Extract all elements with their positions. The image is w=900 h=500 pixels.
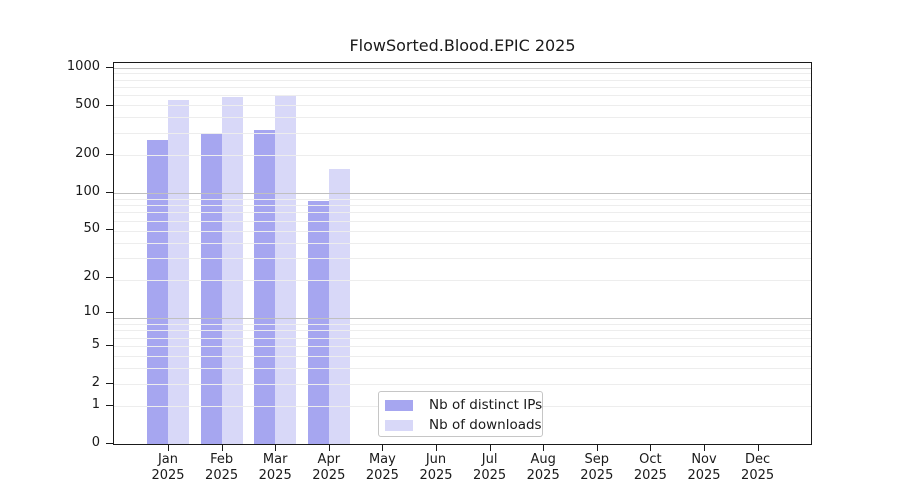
gridline-minor xyxy=(114,105,811,107)
gridline-minor xyxy=(114,323,811,325)
y-axis-tick xyxy=(106,229,113,230)
gridline-minor xyxy=(114,133,811,135)
y-axis-tick xyxy=(106,67,113,68)
x-axis-tick xyxy=(168,445,169,451)
legend-label-distinct-ips: Nb of distinct IPs xyxy=(429,397,543,413)
bar-downloads xyxy=(275,95,297,444)
legend: Nb of distinct IPs Nb of downloads xyxy=(378,391,543,437)
y-axis-tick-label: 0 xyxy=(91,435,100,450)
x-axis-tick xyxy=(382,445,384,451)
bar-distinct-ips xyxy=(200,133,222,444)
gridline-minor xyxy=(114,330,811,332)
x-axis-tick-label: Jan 2025 xyxy=(151,452,185,483)
x-axis-tick xyxy=(436,445,437,451)
chart-title: FlowSorted.Blood.EPIC 2025 xyxy=(349,36,576,55)
y-axis-tick-label: 2 xyxy=(91,375,100,391)
y-axis-tick xyxy=(106,154,113,156)
gridline-minor xyxy=(114,242,811,244)
gridline-minor xyxy=(114,212,811,214)
gridline-minor xyxy=(114,230,811,232)
x-axis-tick-label: Sep 2025 xyxy=(580,452,614,483)
x-axis-tick-label: Dec 2025 xyxy=(741,452,775,483)
y-axis-tick xyxy=(106,443,113,444)
gridline-minor xyxy=(114,337,811,339)
gridline-minor xyxy=(114,73,811,75)
y-axis-tick-label: 100 xyxy=(75,183,100,199)
x-axis-tick xyxy=(543,445,545,451)
legend-label-downloads: Nb of downloads xyxy=(429,417,542,433)
gridline-major xyxy=(114,67,811,69)
bar-downloads xyxy=(328,169,350,444)
x-axis-tick-label: Oct 2025 xyxy=(633,452,667,483)
x-axis-tick xyxy=(328,445,330,451)
y-axis-tick-label: 1000 xyxy=(66,59,100,74)
bar-distinct-ips xyxy=(147,140,168,444)
x-axis-tick-label: Jun 2025 xyxy=(419,452,453,483)
gridline-minor xyxy=(114,79,811,81)
gridline-minor xyxy=(114,368,811,370)
x-axis-tick-label: Mar 2025 xyxy=(258,452,292,483)
x-axis-tick xyxy=(650,445,652,451)
x-axis-tick xyxy=(704,445,705,451)
gridline-major xyxy=(114,318,811,320)
gridline-minor xyxy=(114,155,811,157)
gridline-minor xyxy=(114,95,811,97)
y-axis-tick xyxy=(106,277,113,279)
plot-area xyxy=(113,62,812,445)
gridline-minor xyxy=(114,280,811,282)
bar-distinct-ips xyxy=(307,200,329,444)
gridline-minor xyxy=(114,117,811,119)
x-axis-tick xyxy=(489,445,491,451)
y-axis-tick xyxy=(106,345,113,347)
x-axis-tick xyxy=(221,445,223,451)
x-axis-tick-label: Aug 2025 xyxy=(526,452,560,483)
x-axis-tick xyxy=(757,445,759,451)
x-axis-tick-label: May 2025 xyxy=(365,452,399,483)
y-axis-tick-label: 200 xyxy=(75,146,100,162)
gridline-minor xyxy=(114,258,811,260)
y-axis-tick-label: 10 xyxy=(83,304,100,320)
y-axis-tick xyxy=(106,104,113,106)
gridline-minor xyxy=(114,220,811,222)
gridline-minor xyxy=(114,345,811,347)
gridline-minor xyxy=(114,86,811,88)
legend-swatch-downloads xyxy=(385,419,413,431)
legend-swatch-distinct-ips xyxy=(385,399,413,411)
x-axis-tick-label: Jul 2025 xyxy=(473,452,507,483)
y-axis-tick-label: 50 xyxy=(83,221,100,236)
gridline-minor xyxy=(114,383,811,385)
y-axis-tick xyxy=(106,312,113,314)
x-axis-tick-label: Feb 2025 xyxy=(205,452,239,483)
y-axis-tick-label: 500 xyxy=(75,96,100,112)
x-axis-tick-label: Apr 2025 xyxy=(312,452,346,483)
gridline-minor xyxy=(114,205,811,206)
gridline-major xyxy=(114,192,811,194)
x-axis-tick xyxy=(275,445,277,451)
legend-entry-downloads: Nb of downloads xyxy=(385,415,542,435)
gridline-minor xyxy=(114,355,811,357)
bar-downloads xyxy=(221,96,243,444)
bar-distinct-ips xyxy=(254,130,276,444)
y-axis-tick xyxy=(106,191,113,193)
x-axis-tick-label: Nov 2025 xyxy=(687,452,721,483)
y-axis-tick xyxy=(106,405,113,407)
gridline-minor xyxy=(114,198,811,200)
y-axis-tick xyxy=(106,383,113,385)
legend-entry-distinct-ips: Nb of distinct IPs xyxy=(385,395,542,415)
y-axis-tick-label: 5 xyxy=(91,337,100,353)
y-axis-tick-label: 1 xyxy=(91,397,100,413)
x-axis-tick xyxy=(596,445,598,451)
y-axis-tick-label: 20 xyxy=(83,269,100,285)
bar-downloads xyxy=(168,99,189,444)
